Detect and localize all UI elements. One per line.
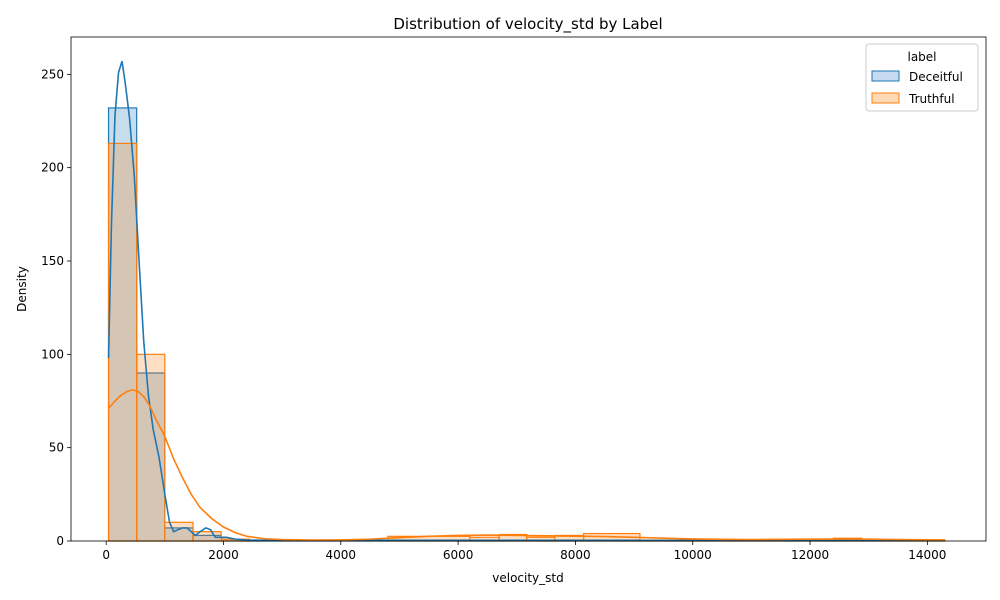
- x-tick-label: 0: [102, 548, 110, 562]
- kde-line-truthful: [107, 388, 945, 541]
- y-tick-label: 150: [41, 254, 64, 268]
- y-axis-label: Density: [15, 266, 29, 312]
- histogram-bar-truthful-0: [107, 142, 138, 542]
- y-tick-label: 200: [41, 161, 64, 175]
- bins-truthful: [107, 142, 946, 542]
- legend-swatch: [871, 92, 900, 104]
- x-tick-label: 6000: [443, 548, 474, 562]
- x-tick-label: 4000: [326, 548, 357, 562]
- histogram-bar-truthful-2: [164, 521, 194, 542]
- legend-title: label: [907, 50, 936, 64]
- x-axis-label: velocity_std: [492, 571, 563, 585]
- y-tick-label: 250: [41, 67, 64, 81]
- legend[interactable]: label Deceitful Truthful: [865, 43, 979, 112]
- y-axis: 0 50 100 150 200 250: [41, 67, 71, 548]
- kde-line-deceitful: [107, 61, 945, 542]
- bins-deceitful: [107, 107, 946, 542]
- x-tick-label: 12000: [791, 548, 829, 562]
- y-tick-label: 100: [41, 347, 64, 361]
- legend-label: Deceitful: [909, 70, 963, 84]
- kde-curves: [107, 61, 945, 542]
- x-tick-label: 10000: [674, 548, 712, 562]
- histogram-bar-truthful-1: [136, 353, 166, 542]
- legend-item-truthful[interactable]: Truthful: [871, 92, 955, 106]
- plot-area: [107, 61, 946, 542]
- chart-title: Distribution of velocity_std by Label: [393, 15, 662, 34]
- x-tick-label: 8000: [560, 548, 591, 562]
- histogram-bins: [107, 107, 946, 542]
- x-tick-label: 2000: [208, 548, 239, 562]
- legend-swatch: [871, 70, 900, 82]
- y-tick-label: 50: [49, 441, 64, 455]
- legend-label: Truthful: [908, 92, 955, 106]
- x-tick-label: 14000: [908, 548, 946, 562]
- plot-frame: [70, 36, 987, 542]
- histogram-bar-deceitful-1: [136, 372, 166, 542]
- y-tick-label: 0: [56, 534, 64, 548]
- x-axis: 0 2000 4000 6000 8000 10000 12000 14000: [102, 541, 946, 562]
- legend-item-deceitful[interactable]: Deceitful: [871, 70, 963, 84]
